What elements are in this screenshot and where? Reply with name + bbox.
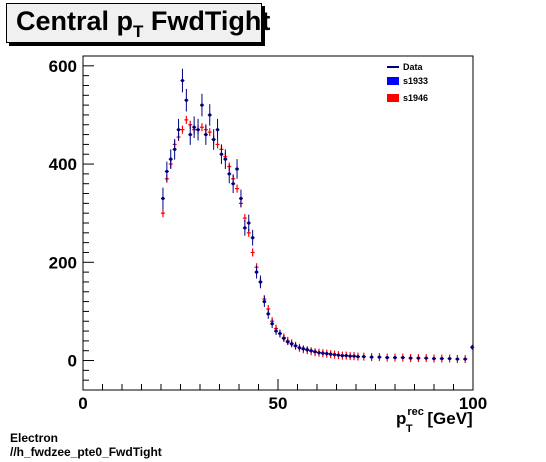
- x-tick-label: 0: [78, 394, 87, 413]
- data-point: [192, 125, 196, 129]
- data-point: [176, 128, 181, 132]
- legend-s1946-swatch: [387, 94, 399, 102]
- data-point: [377, 355, 381, 359]
- data-point: [184, 98, 188, 102]
- data-point: [332, 353, 337, 357]
- data-point: [254, 270, 259, 274]
- data-point: [258, 280, 263, 284]
- data-point: [293, 344, 298, 348]
- data-point: [188, 132, 192, 137]
- data-point: [161, 196, 165, 201]
- data-point: [180, 78, 185, 83]
- legend-s1933-label: s1933: [403, 76, 428, 86]
- data-point: [200, 103, 204, 107]
- data-point: [301, 347, 305, 351]
- data-point: [401, 355, 405, 360]
- data-point: [352, 354, 356, 358]
- y-tick-label: 600: [49, 57, 77, 76]
- data-point: [239, 196, 243, 201]
- footer: Electron //h_fwdzee_pte0_FwdTight: [10, 431, 162, 459]
- data-point: [247, 221, 251, 225]
- footer-line-2: //h_fwdzee_pte0_FwdTight: [10, 445, 162, 459]
- data-point: [336, 353, 341, 357]
- data-point: [282, 336, 286, 341]
- data-point: [348, 354, 352, 358]
- data-point: [204, 132, 208, 137]
- data-point: [231, 182, 235, 186]
- data-point: [432, 356, 436, 361]
- data-point: [270, 322, 274, 326]
- data-point: [165, 169, 169, 174]
- data-point: [440, 356, 444, 361]
- data-point: [266, 312, 270, 316]
- data-point: [262, 299, 266, 304]
- data-point: [409, 356, 413, 360]
- data-series: [160, 68, 475, 361]
- data-point: [321, 351, 325, 355]
- axis-tick-labels: 0 200 400 600 0 50 100: [49, 57, 488, 413]
- data-point: [215, 128, 220, 132]
- data-point: [340, 354, 344, 358]
- data-point: [274, 329, 278, 333]
- data-point: [169, 157, 173, 161]
- data-point: [393, 355, 397, 360]
- data-point: [278, 331, 282, 336]
- data-point: [455, 357, 459, 361]
- y-tick-label: 200: [49, 253, 77, 272]
- x-tick-label: 50: [269, 394, 288, 413]
- data-point: [329, 352, 333, 356]
- axis-ticks: [82, 65, 474, 390]
- data-point: [243, 226, 247, 230]
- data-point: [297, 346, 302, 350]
- y-tick-label: 400: [49, 155, 77, 174]
- data-point: [448, 356, 452, 361]
- data-point: [470, 345, 474, 349]
- footer-line-1: Electron: [10, 431, 59, 445]
- plot-frame: [82, 55, 474, 391]
- data-point: [309, 349, 313, 353]
- data-point: [344, 354, 348, 358]
- data-point: [251, 236, 255, 240]
- data-point: [317, 351, 321, 355]
- data-point: [385, 355, 389, 360]
- data-point: [424, 356, 428, 360]
- data-point: [290, 342, 294, 346]
- data-point: [212, 137, 216, 142]
- x-tick-label: 100: [459, 394, 487, 413]
- legend-s1946-label: s1946: [403, 93, 428, 103]
- y-tick-label: 0: [68, 352, 77, 371]
- legend: Data s1933 s1946: [387, 62, 428, 103]
- data-point: [219, 152, 224, 156]
- data-point: [196, 128, 200, 132]
- chart-title: Central pT FwdTight: [16, 6, 271, 41]
- data-point: [173, 147, 177, 151]
- data-point: [362, 355, 366, 359]
- data-point: [305, 348, 309, 352]
- data-point: [416, 356, 420, 360]
- legend-s1933-swatch: [387, 77, 399, 85]
- data-point: [370, 355, 374, 359]
- data-point: [235, 167, 239, 171]
- mc-series: [160, 115, 468, 364]
- title-box: Central pT FwdTight: [6, 3, 270, 43]
- data-point: [325, 352, 329, 356]
- data-point: [313, 350, 317, 354]
- data-point: [227, 172, 231, 176]
- data-point: [463, 357, 467, 361]
- data-point: [356, 355, 360, 359]
- data-point: [208, 113, 212, 117]
- x-axis-title: prec T [GeV]: [396, 406, 473, 435]
- data-point: [223, 157, 227, 161]
- legend-data-label: Data: [403, 62, 424, 72]
- data-point: [286, 340, 290, 344]
